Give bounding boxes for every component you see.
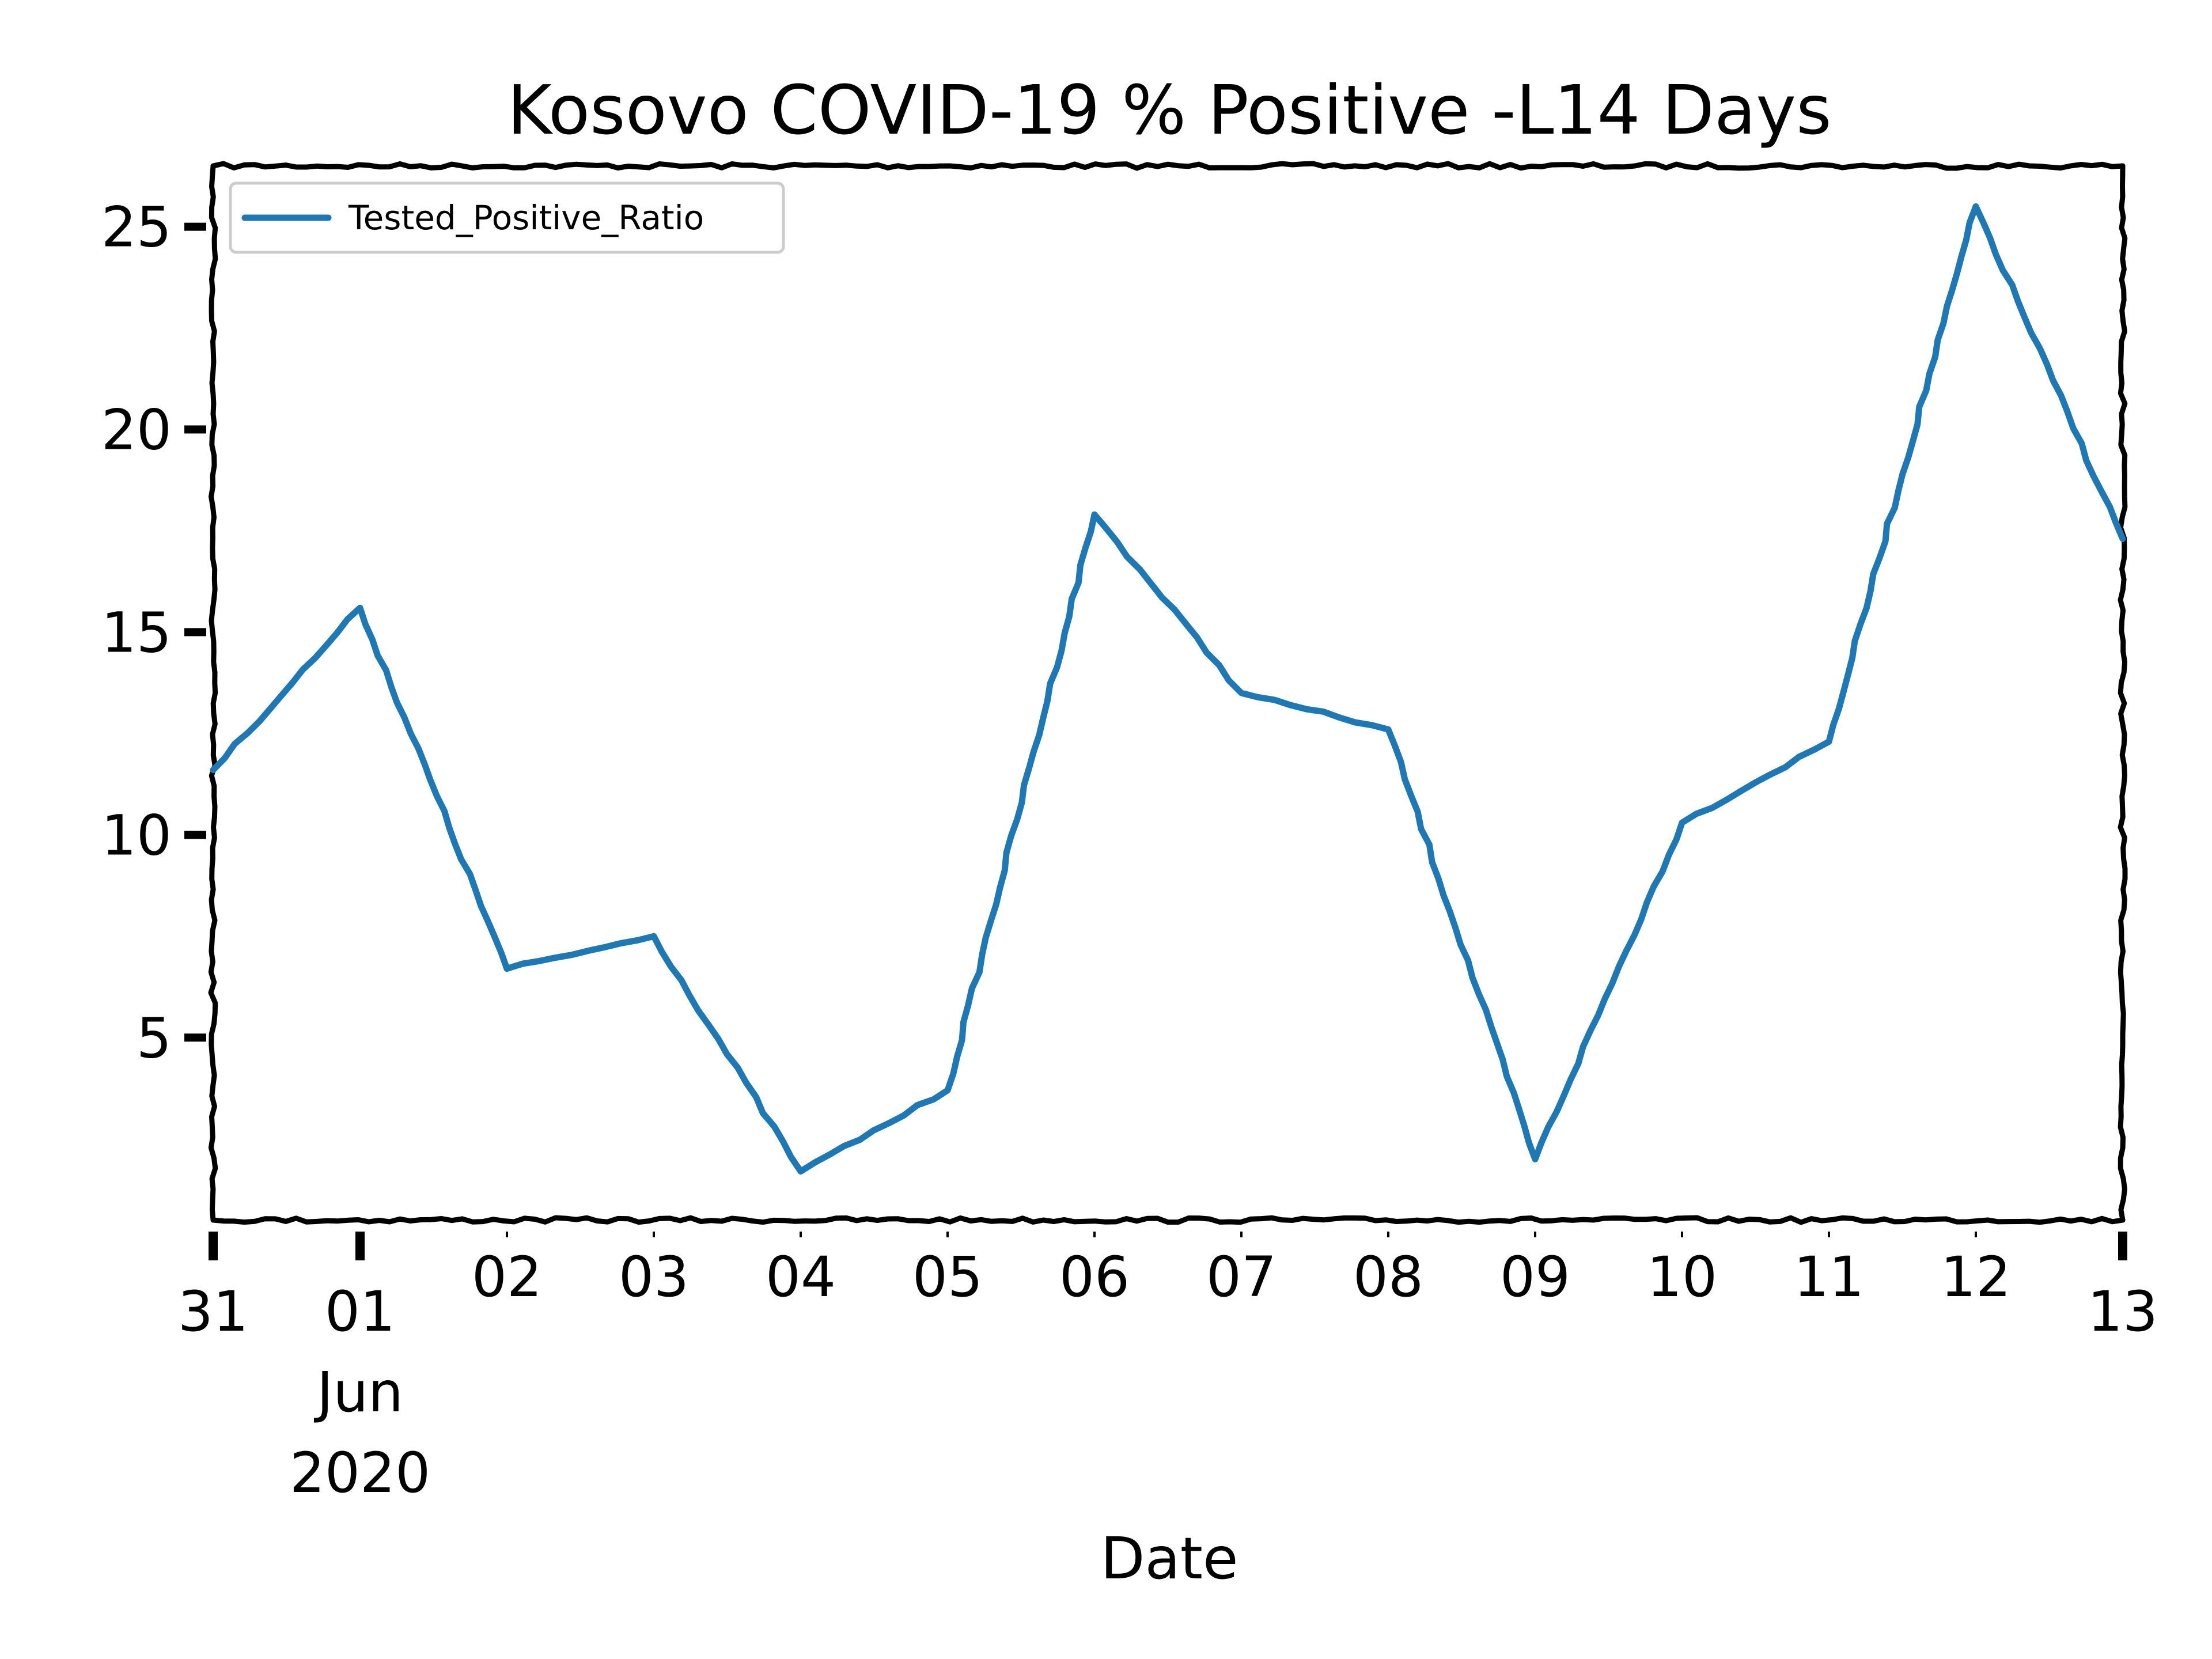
y-tick-label: 15 [101,600,172,665]
series-layer [210,203,2126,1175]
plot-area [208,161,2128,1225]
x-tick-label: 06 [1059,1245,1130,1309]
x-tick-label: 05 [912,1245,983,1309]
chart-title: Kosovo COVID-19 % Positive -L14 Days [507,70,1831,150]
legend-label: Tested_Positive_Ratio [348,198,704,237]
x-tick-label: 03 [619,1245,689,1309]
x-tick-label-year: 2020 [290,1441,430,1505]
plot-frame-bottom [210,1215,2126,1225]
y-axis: 5 10 15 20 25 [101,195,206,1070]
y-tick-label: 5 [137,1006,172,1070]
y-tick-label: 10 [101,803,172,868]
x-tick-label: 13 [2088,1279,2158,1344]
x-tick-label: 12 [1941,1245,2011,1309]
x-tick-label: 04 [766,1245,836,1309]
x-tick-label: 11 [1794,1245,1864,1309]
plot-frame-right [2118,163,2128,1223]
x-axis-label: Date [1100,1525,1238,1592]
x-tick-label-month: Jun [314,1360,403,1425]
x-tick-label: 10 [1647,1245,1717,1309]
x-tick-label: 07 [1206,1245,1277,1309]
legend: Tested_Positive_Ratio [229,181,785,254]
legend-box [229,181,785,254]
x-axis: 31 01 Jun 2020 02 03 04 05 06 07 08 09 10 11 12 13 [178,1232,2158,1505]
x-tick-label: 09 [1500,1245,1570,1309]
x-tick-label: 01 [325,1279,395,1344]
series-line [210,203,2126,1175]
y-tick-label: 20 [101,398,172,463]
plot-frame-left [208,163,218,1223]
y-tick-label: 25 [101,195,172,260]
plot-frame-top [210,161,2126,171]
x-tick-label: 08 [1353,1245,1423,1309]
x-tick-label: 02 [472,1245,542,1309]
x-tick-label: 31 [178,1279,248,1344]
